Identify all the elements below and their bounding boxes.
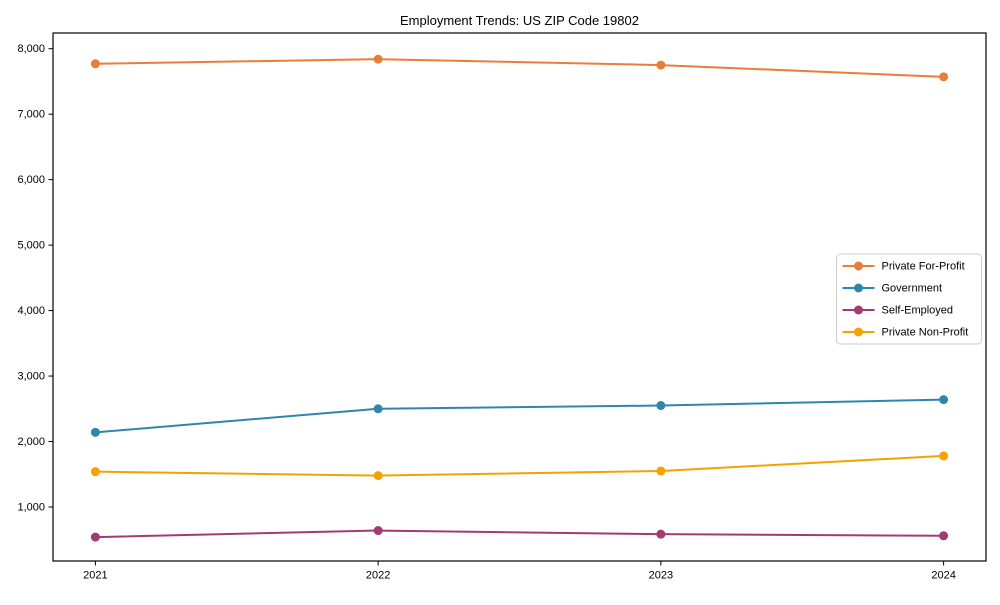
data-point-marker [939, 395, 949, 405]
x-axis-tick-label: 2021 [83, 570, 107, 582]
data-point-marker [939, 72, 949, 82]
data-point-marker [656, 401, 666, 411]
y-axis-tick-label: 2,000 [17, 436, 45, 448]
y-axis-tick-label: 1,000 [17, 501, 45, 513]
legend-item-label: Government [882, 283, 943, 295]
legend-marker-swatch [854, 261, 863, 271]
data-point-marker [373, 54, 383, 64]
y-axis-tick-label: 5,000 [17, 240, 45, 252]
data-point-marker [656, 466, 666, 476]
y-axis-tick-label: 4,000 [17, 305, 45, 317]
legend-marker-swatch [854, 283, 863, 293]
y-axis-tick-label: 3,000 [17, 371, 45, 383]
axes-frame [52, 32, 987, 562]
data-point-marker [90, 532, 100, 542]
y-axis-tick-label: 8,000 [17, 43, 45, 55]
series-lines [90, 54, 949, 542]
legend: Private For-Profit Government Self-Employe… [836, 253, 982, 345]
data-point-marker [90, 467, 100, 477]
x-axis-tick-label: 2023 [649, 570, 673, 582]
y-axis: 1,000 2,000 3,000 4,000 5,000 6,000 7,000 8,000 [17, 43, 53, 513]
legend-item-label: Private Non-Profit [882, 327, 969, 339]
series-line-private-for-profit [94, 58, 945, 78]
series-line-self-employed [94, 529, 945, 539]
series-line-government [94, 398, 945, 434]
data-point-marker [373, 404, 383, 414]
legend-marker-swatch [854, 305, 863, 315]
y-axis-tick-label: 7,000 [17, 109, 45, 121]
chart-title: Employment Trends: US ZIP Code 19802 [400, 13, 639, 28]
data-point-marker [656, 529, 666, 539]
data-point-marker [656, 60, 666, 70]
x-axis-tick-label: 2024 [931, 570, 955, 582]
legend-item-label: Private For-Profit [882, 261, 965, 273]
x-axis: 2021 2022 2023 2024 [83, 561, 956, 582]
data-point-marker [90, 427, 100, 437]
data-point-marker [90, 59, 100, 69]
legend-item-label: Self-Employed [882, 305, 954, 317]
data-point-marker [939, 451, 949, 461]
y-axis-tick-label: 6,000 [17, 174, 45, 186]
data-point-marker [939, 531, 949, 541]
legend-box [836, 253, 982, 345]
data-point-marker [373, 471, 383, 481]
series-line-private-non-profit [94, 454, 945, 477]
legend-marker-swatch [854, 327, 863, 337]
x-axis-tick-label: 2022 [366, 570, 390, 582]
data-point-marker [373, 526, 383, 536]
